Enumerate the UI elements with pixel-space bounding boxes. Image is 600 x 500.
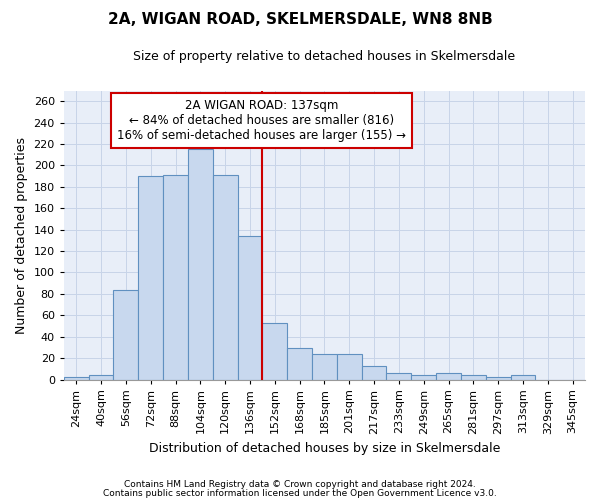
X-axis label: Distribution of detached houses by size in Skelmersdale: Distribution of detached houses by size … xyxy=(149,442,500,455)
Text: 2A, WIGAN ROAD, SKELMERSDALE, WN8 8NB: 2A, WIGAN ROAD, SKELMERSDALE, WN8 8NB xyxy=(107,12,493,28)
Bar xyxy=(238,236,262,380)
Bar xyxy=(138,176,163,380)
Bar xyxy=(386,373,411,380)
Bar xyxy=(337,354,362,380)
Bar xyxy=(64,378,89,380)
Bar xyxy=(113,290,138,380)
Title: Size of property relative to detached houses in Skelmersdale: Size of property relative to detached ho… xyxy=(133,50,515,63)
Bar xyxy=(511,375,535,380)
Bar xyxy=(262,323,287,380)
Bar xyxy=(461,375,486,380)
Bar xyxy=(213,175,238,380)
Bar xyxy=(188,150,213,380)
Bar xyxy=(486,378,511,380)
Bar xyxy=(287,348,312,380)
Bar xyxy=(362,366,386,380)
Text: Contains public sector information licensed under the Open Government Licence v3: Contains public sector information licen… xyxy=(103,488,497,498)
Bar xyxy=(89,375,113,380)
Bar xyxy=(411,375,436,380)
Text: Contains HM Land Registry data © Crown copyright and database right 2024.: Contains HM Land Registry data © Crown c… xyxy=(124,480,476,489)
Y-axis label: Number of detached properties: Number of detached properties xyxy=(15,136,28,334)
Bar xyxy=(436,373,461,380)
Text: 2A WIGAN ROAD: 137sqm
← 84% of detached houses are smaller (816)
16% of semi-det: 2A WIGAN ROAD: 137sqm ← 84% of detached … xyxy=(118,99,406,142)
Bar xyxy=(312,354,337,380)
Bar xyxy=(163,175,188,380)
